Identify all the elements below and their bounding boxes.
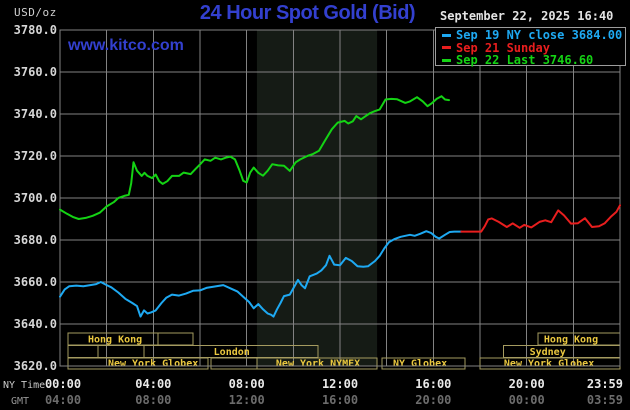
x-tick-ny: 00:00: [45, 377, 81, 391]
session-box: [67, 357, 209, 370]
chart-timestamp: September 22, 2025 16:40: [440, 9, 614, 23]
y-tick-label: 3780.0: [14, 23, 57, 37]
session-label: London: [214, 347, 250, 358]
x-tick-ny: 12:00: [322, 377, 358, 391]
legend-label: Sep 21 Sunday: [456, 40, 550, 55]
session-label: New York NYMEX: [276, 359, 360, 370]
x-tick-gmt: 20:00: [415, 393, 451, 407]
session-label: Hong Kong: [88, 335, 142, 346]
session-label: Hong Kong: [544, 335, 598, 346]
x-tick-gmt: 08:00: [135, 393, 171, 407]
session-box: [210, 357, 378, 370]
x-tick-ny: 04:00: [135, 377, 171, 391]
session-box: [67, 345, 99, 358]
y-tick-label: 3680.0: [14, 233, 57, 247]
x-tick-gmt: 00:00: [509, 393, 545, 407]
y-tick-label: 3720.0: [14, 149, 57, 163]
x-tick-ny: 23:59: [587, 377, 623, 391]
y-tick-label: 3640.0: [14, 317, 57, 331]
x-tick-ny: 16:00: [415, 377, 451, 391]
x-tick-gmt: 04:00: [45, 393, 81, 407]
y-tick-label: 3660.0: [14, 275, 57, 289]
x-tick-ny: 20:00: [509, 377, 545, 391]
session-label: NY Globex: [393, 359, 447, 370]
series-line: [59, 95, 450, 220]
y-tick-label: 3620.0: [14, 359, 57, 373]
session-box: [97, 345, 145, 358]
page-title: 24 Hour Spot Gold (Bid): [199, 2, 416, 24]
y-axis-units-label: USD/oz: [14, 6, 57, 19]
x-tick-ny: 08:00: [229, 377, 265, 391]
legend-item: Sep 19 NY close 3684.00: [442, 28, 625, 43]
y-tick-label: 3760.0: [14, 65, 57, 79]
series-dash-icon: [442, 46, 451, 50]
x-tick-gmt: 12:00: [229, 393, 265, 407]
series-dash-icon: [442, 58, 451, 62]
legend-item: Sep 22 Last 3746.60: [442, 53, 625, 68]
y-tick-label: 3740.0: [14, 107, 57, 121]
legend-label: Sep 22 Last 3746.60: [456, 53, 594, 68]
y-tick-label: 3700.0: [14, 191, 57, 205]
session-label: New York Globex: [504, 359, 594, 370]
plot-border: [59, 29, 621, 367]
series-line: [460, 204, 621, 233]
x-tick-gmt: 16:00: [322, 393, 358, 407]
legend-item: Sep 21 Sunday: [442, 40, 625, 55]
ny-time-row-label: NY Time: [3, 380, 45, 391]
legend: Sep 19 NY close 3684.00 Sep 21 Sunday Se…: [435, 27, 626, 68]
session-label: New York Globex: [108, 359, 198, 370]
series-dash-icon: [442, 33, 451, 37]
series-line: [59, 230, 463, 318]
kitco-watermark-link[interactable]: www.kitco.com: [68, 37, 184, 54]
x-tick-gmt: 03:59: [587, 393, 623, 407]
session-box: [381, 357, 466, 370]
session-label: Sydney: [530, 347, 566, 358]
legend-label: Sep 19 NY close 3684.00: [456, 28, 623, 43]
gmt-row-label: GMT: [11, 396, 29, 407]
